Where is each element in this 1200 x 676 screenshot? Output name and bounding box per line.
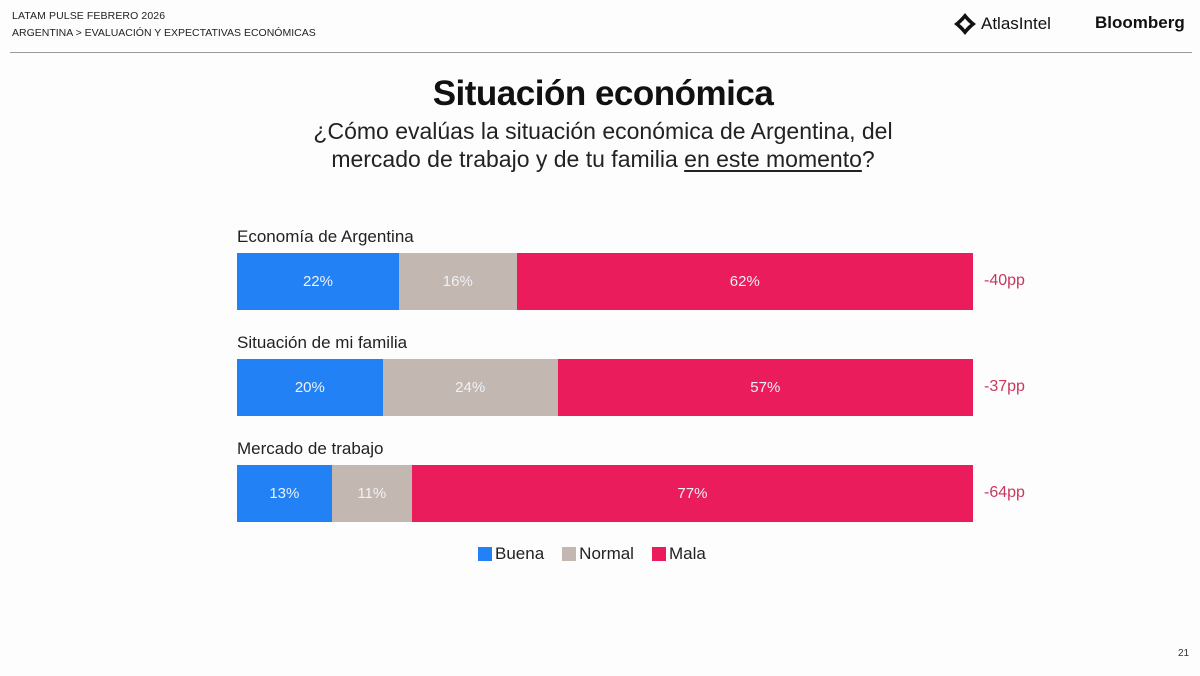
stacked-bar: 22% 16% 62% xyxy=(237,253,973,310)
atlasintel-logo-icon xyxy=(954,13,976,35)
legend-item-mala: Mala xyxy=(651,544,706,564)
chart-legend: Buena Normal Mala xyxy=(478,544,706,564)
bar-segment-mala: 77% xyxy=(411,465,973,522)
bar-segment-mala: 62% xyxy=(516,253,973,310)
data-label: 11% xyxy=(357,485,387,502)
legend-swatch-normal xyxy=(562,547,577,561)
question-text: ¿Cómo evalúas la situación económica de … xyxy=(0,117,1200,173)
atlasintel-logo: AtlasIntel xyxy=(953,12,1051,36)
page-number: 21 xyxy=(1178,648,1190,659)
bar-segment-mala: 57% xyxy=(557,359,973,416)
category-label: Economía de Argentina xyxy=(237,227,414,246)
question-line-2-suffix: ? xyxy=(861,146,875,172)
net-difference-label: -64pp xyxy=(984,484,1025,501)
data-label: 13% xyxy=(269,485,300,502)
header-divider xyxy=(10,52,1192,53)
data-label: 62% xyxy=(729,273,760,290)
net-difference-label: -37pp xyxy=(984,378,1025,395)
bar-segment-normal: 24% xyxy=(382,359,558,416)
data-label: 16% xyxy=(442,273,473,290)
legend-label-buena: Buena xyxy=(495,544,545,563)
report-title: LATAM PULSE FEBRERO 2026 xyxy=(12,10,166,22)
stacked-bar: 13% 11% 77% xyxy=(237,465,973,522)
bloomberg-logo: Bloomberg xyxy=(1095,13,1185,32)
category-label: Mercado de trabajo xyxy=(237,439,384,458)
legend-swatch-buena xyxy=(478,547,492,561)
page-title: Situación económica xyxy=(432,74,774,113)
category-label: Situación de mi familia xyxy=(237,333,408,352)
legend-item-buena: Buena xyxy=(478,544,544,564)
legend-swatch-mala xyxy=(651,547,666,561)
question-emphasis: en este momento xyxy=(684,146,862,172)
bar-segment-normal: 11% xyxy=(331,465,412,522)
data-label: 20% xyxy=(294,379,325,396)
question-line-1: ¿Cómo evalúas la situación económica de … xyxy=(313,118,893,144)
bar-segment-buena: 22% xyxy=(237,253,399,310)
breadcrumb: ARGENTINA > EVALUACIÓN Y EXPECTATIVAS EC… xyxy=(12,27,316,39)
data-label: 57% xyxy=(750,379,781,396)
data-label: 22% xyxy=(302,273,333,290)
atlasintel-logo-text: AtlasIntel xyxy=(981,14,1051,33)
data-label: 77% xyxy=(677,485,708,502)
legend-label-mala: Mala xyxy=(668,544,706,563)
stacked-bar: 20% 24% 57% xyxy=(237,359,973,416)
question-line-2: mercado de trabajo y de tu familia en es… xyxy=(0,145,1200,173)
net-difference-label: -40pp xyxy=(984,272,1025,289)
bar-segment-buena: 20% xyxy=(237,359,383,416)
question-line-2-prefix: mercado de trabajo y de tu familia xyxy=(331,146,685,172)
legend-item-normal: Normal xyxy=(562,544,634,564)
bar-segment-normal: 16% xyxy=(398,253,517,310)
bar-segment-buena: 13% xyxy=(237,465,332,522)
legend-label-normal: Normal xyxy=(579,544,634,563)
data-label: 24% xyxy=(455,379,486,396)
